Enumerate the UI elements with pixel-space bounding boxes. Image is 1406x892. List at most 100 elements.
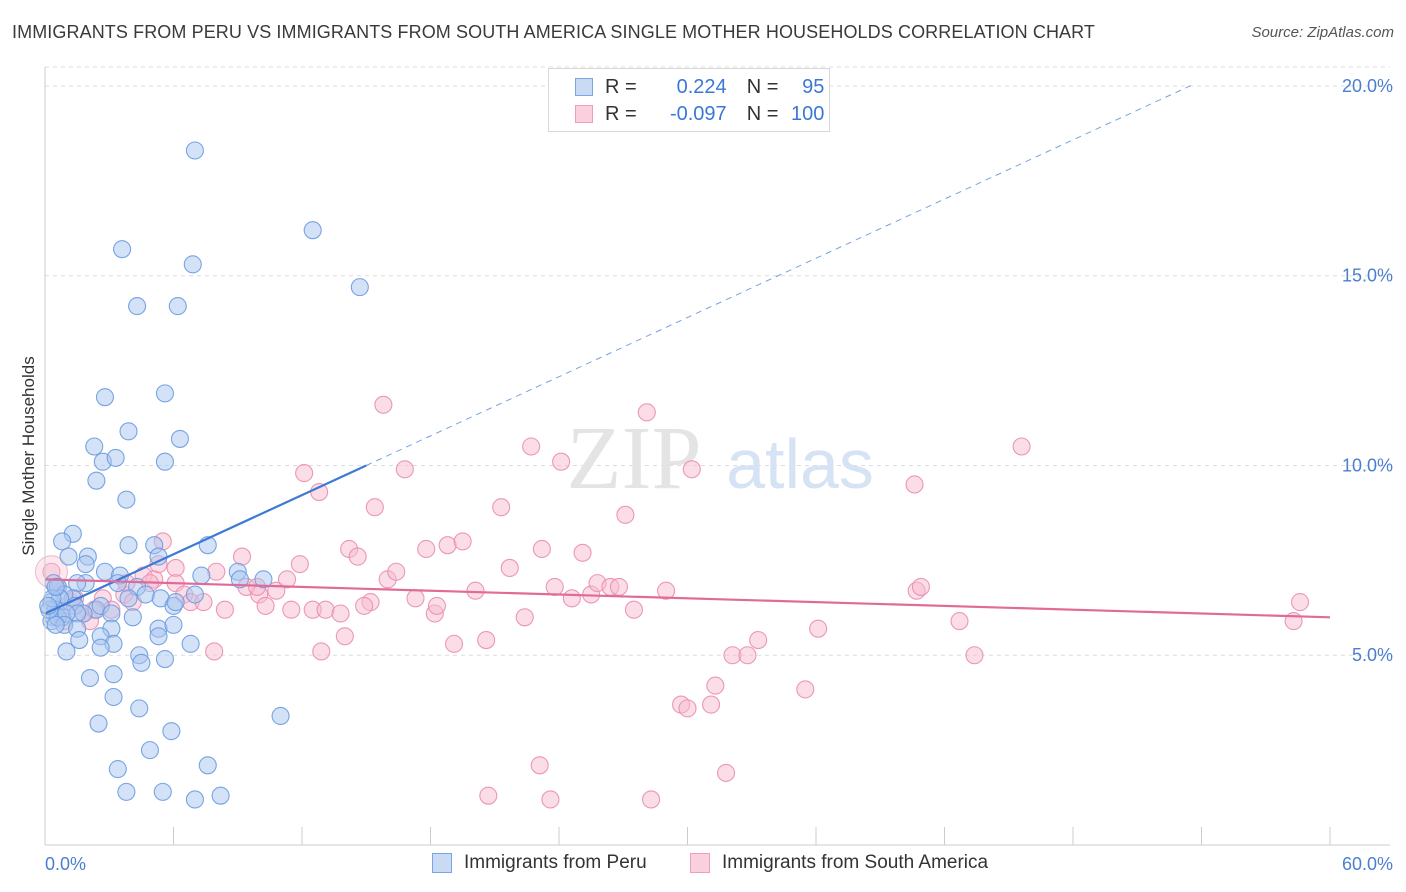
point-south-america xyxy=(256,596,275,615)
point-peru xyxy=(76,555,95,574)
point-peru xyxy=(192,566,211,585)
point-south-america xyxy=(205,642,224,661)
point-south-america xyxy=(295,464,314,483)
point-peru xyxy=(53,532,72,551)
point-peru xyxy=(85,437,104,456)
point-peru xyxy=(87,471,106,490)
point-south-america xyxy=(1012,437,1031,456)
point-south-america xyxy=(950,612,969,631)
point-south-america xyxy=(749,631,768,650)
point-south-america xyxy=(552,452,571,471)
point-south-america xyxy=(573,543,592,562)
point-peru xyxy=(136,585,155,604)
point-peru xyxy=(211,786,230,805)
bottom-legend-swatch-peru xyxy=(432,853,452,873)
watermark-zip: ZIP xyxy=(567,409,702,508)
point-peru xyxy=(162,722,181,741)
x-tick-label-max: 60.0% xyxy=(1342,854,1393,874)
point-south-america xyxy=(657,581,676,600)
trend-lines xyxy=(44,85,1331,619)
point-south-america xyxy=(331,604,350,623)
point-peru xyxy=(106,448,125,467)
point-peru xyxy=(149,547,168,566)
y-axis-label: Single Mother Households xyxy=(19,356,38,555)
point-south-america xyxy=(562,589,581,608)
point-peru xyxy=(119,536,138,555)
point-south-america xyxy=(541,790,560,809)
point-south-america xyxy=(438,536,457,555)
point-south-america xyxy=(406,589,425,608)
point-south-america xyxy=(678,699,697,718)
point-south-america xyxy=(545,577,564,596)
point-peru xyxy=(104,687,123,707)
point-peru xyxy=(153,782,172,801)
bottom-legend-swatch-south-america xyxy=(690,853,710,873)
y-tick-label: 20.0% xyxy=(1342,76,1393,96)
point-peru xyxy=(119,589,138,608)
point-peru xyxy=(130,699,149,718)
point-peru xyxy=(170,429,189,448)
point-south-america xyxy=(616,505,635,524)
axes: 5.0% 10.0% 15.0% 20.0% 0.0% 60.0% xyxy=(44,67,1393,874)
point-south-america xyxy=(716,763,736,782)
trend-line-peru-extension xyxy=(366,85,1192,466)
point-south-america xyxy=(965,646,984,665)
point-peru xyxy=(198,756,217,775)
point-peru xyxy=(80,668,100,688)
legend-n-value-peru: 95 xyxy=(802,75,825,98)
correlation-legend: R = 0.224 N = 95 R = -0.097 N = 100 xyxy=(548,68,830,132)
point-peru xyxy=(95,388,115,407)
point-south-america xyxy=(348,547,367,566)
point-peru xyxy=(166,593,185,612)
point-south-america xyxy=(335,627,354,646)
point-south-america xyxy=(522,437,541,456)
grid-layer xyxy=(45,66,1390,656)
legend-n-label: N = xyxy=(746,102,779,125)
point-south-america xyxy=(355,596,374,615)
point-south-america xyxy=(911,577,930,596)
point-peru xyxy=(155,452,174,471)
point-south-america xyxy=(624,600,644,619)
bottom-legend-label-peru: Immigrants from Peru xyxy=(464,852,647,873)
point-south-america xyxy=(1290,593,1310,612)
y-tick-label: 5.0% xyxy=(1352,645,1393,665)
legend-r-value-peru: 0.224 xyxy=(676,75,727,98)
point-south-america xyxy=(706,676,725,695)
legend-n-value-south-america: 100 xyxy=(791,102,825,125)
point-south-america xyxy=(500,558,519,578)
point-south-america xyxy=(796,680,815,699)
point-peru xyxy=(181,634,200,653)
point-peru xyxy=(271,706,290,726)
point-south-america xyxy=(232,547,252,566)
point-peru xyxy=(149,627,168,646)
legend-r-label: R = xyxy=(605,102,637,125)
point-south-america xyxy=(682,460,701,479)
legend-row-peru: R = 0.224 N = 95 xyxy=(575,75,824,99)
point-peru xyxy=(303,221,322,240)
point-peru xyxy=(70,631,89,650)
point-south-america xyxy=(453,532,472,551)
point-south-america xyxy=(637,403,656,422)
point-peru xyxy=(168,297,187,316)
legend-r-value-south-america: -0.097 xyxy=(669,102,727,125)
point-south-america xyxy=(466,581,485,600)
point-peru xyxy=(140,741,159,760)
point-south-america xyxy=(427,596,446,615)
point-south-america xyxy=(215,600,234,619)
point-south-america xyxy=(312,642,331,661)
point-south-america xyxy=(395,460,414,479)
point-peru xyxy=(254,570,273,589)
point-peru xyxy=(185,141,204,160)
point-south-america xyxy=(365,498,384,517)
point-south-america xyxy=(609,577,629,596)
point-south-america xyxy=(277,570,297,589)
point-peru xyxy=(46,615,65,634)
point-peru xyxy=(123,608,142,627)
point-peru xyxy=(89,714,108,733)
legend-r-label: R = xyxy=(605,75,637,98)
series-peru-points xyxy=(39,141,369,809)
point-south-america xyxy=(207,562,226,581)
point-south-america xyxy=(515,608,534,627)
point-peru xyxy=(46,577,65,596)
